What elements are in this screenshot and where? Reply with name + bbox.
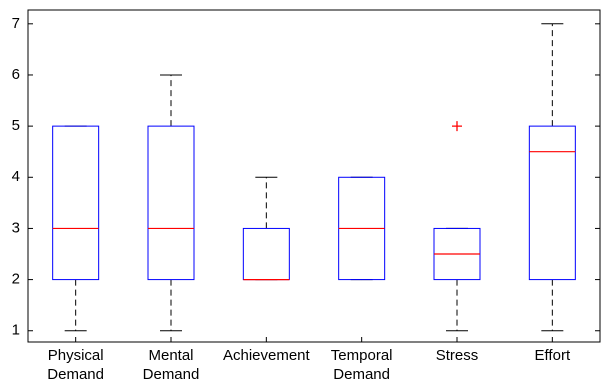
- x-tick-label: Effort: [534, 347, 571, 364]
- y-tick-label: 1: [12, 322, 20, 339]
- y-tick-label: 4: [12, 168, 20, 185]
- x-tick-label: Achievement: [222, 347, 310, 364]
- x-tick-label: Stress: [435, 347, 479, 364]
- y-tick-label: 3: [12, 219, 20, 236]
- box: [242, 227, 290, 281]
- y-tick-label: 6: [12, 66, 20, 83]
- y-tick-label: 7: [12, 15, 20, 32]
- y-tick-label: 5: [12, 117, 20, 134]
- box: [147, 125, 195, 281]
- outlier: [452, 121, 462, 132]
- y-tick-label: 2: [12, 271, 20, 288]
- x-tick-label: Temporal Demand: [330, 347, 393, 383]
- axes-box: [27, 9, 601, 343]
- x-tick-label: Mental Demand: [142, 347, 200, 383]
- x-tick-label: Physical Demand: [47, 347, 104, 383]
- box: [528, 125, 576, 281]
- box: [52, 125, 100, 281]
